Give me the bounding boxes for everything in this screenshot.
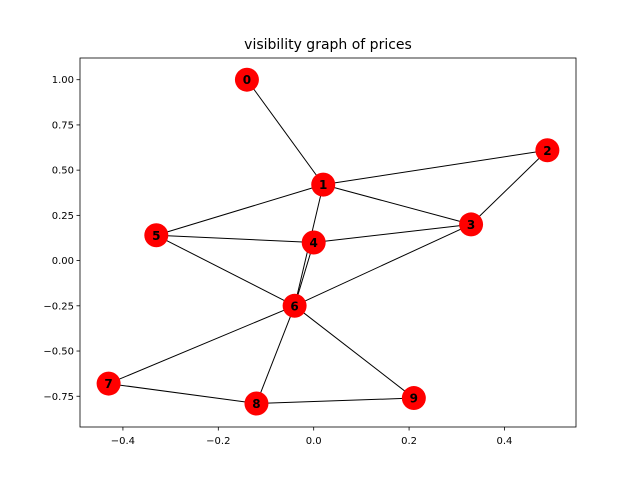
node-label-3: 3 <box>467 218 475 232</box>
y-tick-label: 0.75 <box>52 120 74 131</box>
chart-title: visibility graph of prices <box>244 37 412 53</box>
edge-6-9 <box>294 305 415 399</box>
y-tick-label: 0.00 <box>52 256 74 267</box>
nodes-layer: 0 1 2 3 4 5 6 7 8 9 <box>96 67 560 416</box>
edge-1-5 <box>156 184 324 236</box>
y-tick-label: −0.50 <box>43 347 74 358</box>
node-0 <box>234 67 259 92</box>
edge-1-2 <box>323 149 548 186</box>
node-label-4: 4 <box>310 236 318 250</box>
y-tick-label: −0.25 <box>43 301 74 312</box>
edge-0-1 <box>246 79 324 185</box>
x-axis: −0.4 −0.2 0.0 0.2 0.4 <box>111 427 513 447</box>
node-7 <box>96 371 121 396</box>
x-tick-label: 0.2 <box>401 436 417 447</box>
node-2 <box>535 138 560 163</box>
edge-1-3 <box>323 184 472 225</box>
node-label-6: 6 <box>290 299 298 313</box>
x-tick-label: −0.4 <box>111 436 135 447</box>
y-tick-label: 0.25 <box>52 211 74 222</box>
node-label-7: 7 <box>104 377 112 391</box>
edge-8-9 <box>256 397 414 404</box>
y-axis: 1.00 0.75 0.50 0.25 0.00 −0.25 −0.50 −0.75 <box>43 75 80 403</box>
node-8 <box>244 391 269 416</box>
edge-2-3 <box>470 149 548 225</box>
edge-4-5 <box>156 234 314 243</box>
y-tick-label: −0.75 <box>43 392 74 403</box>
node-1 <box>311 172 336 197</box>
edge-3-6 <box>294 223 472 307</box>
edge-6-8 <box>255 305 296 404</box>
edge-7-8 <box>108 383 257 404</box>
node-label-9: 9 <box>410 392 418 406</box>
node-label-1: 1 <box>319 178 327 192</box>
x-tick-label: 0.4 <box>497 436 513 447</box>
node-label-0: 0 <box>243 73 251 87</box>
edges-layer <box>108 79 548 404</box>
node-9 <box>401 386 426 411</box>
plot-frame <box>79 57 577 428</box>
node-label-5: 5 <box>152 229 160 243</box>
edge-5-6 <box>156 234 295 307</box>
y-tick-label: 0.50 <box>52 166 74 177</box>
x-tick-label: 0.0 <box>306 436 322 447</box>
node-6 <box>282 293 307 318</box>
edge-6-7 <box>108 305 295 385</box>
x-tick-label: −0.2 <box>206 436 230 447</box>
node-4 <box>301 230 326 255</box>
node-5 <box>144 223 169 248</box>
node-3 <box>459 212 484 237</box>
edge-3-4 <box>313 223 472 243</box>
node-label-8: 8 <box>252 397 260 411</box>
y-tick-label: 1.00 <box>52 75 74 86</box>
node-label-2: 2 <box>543 144 551 158</box>
